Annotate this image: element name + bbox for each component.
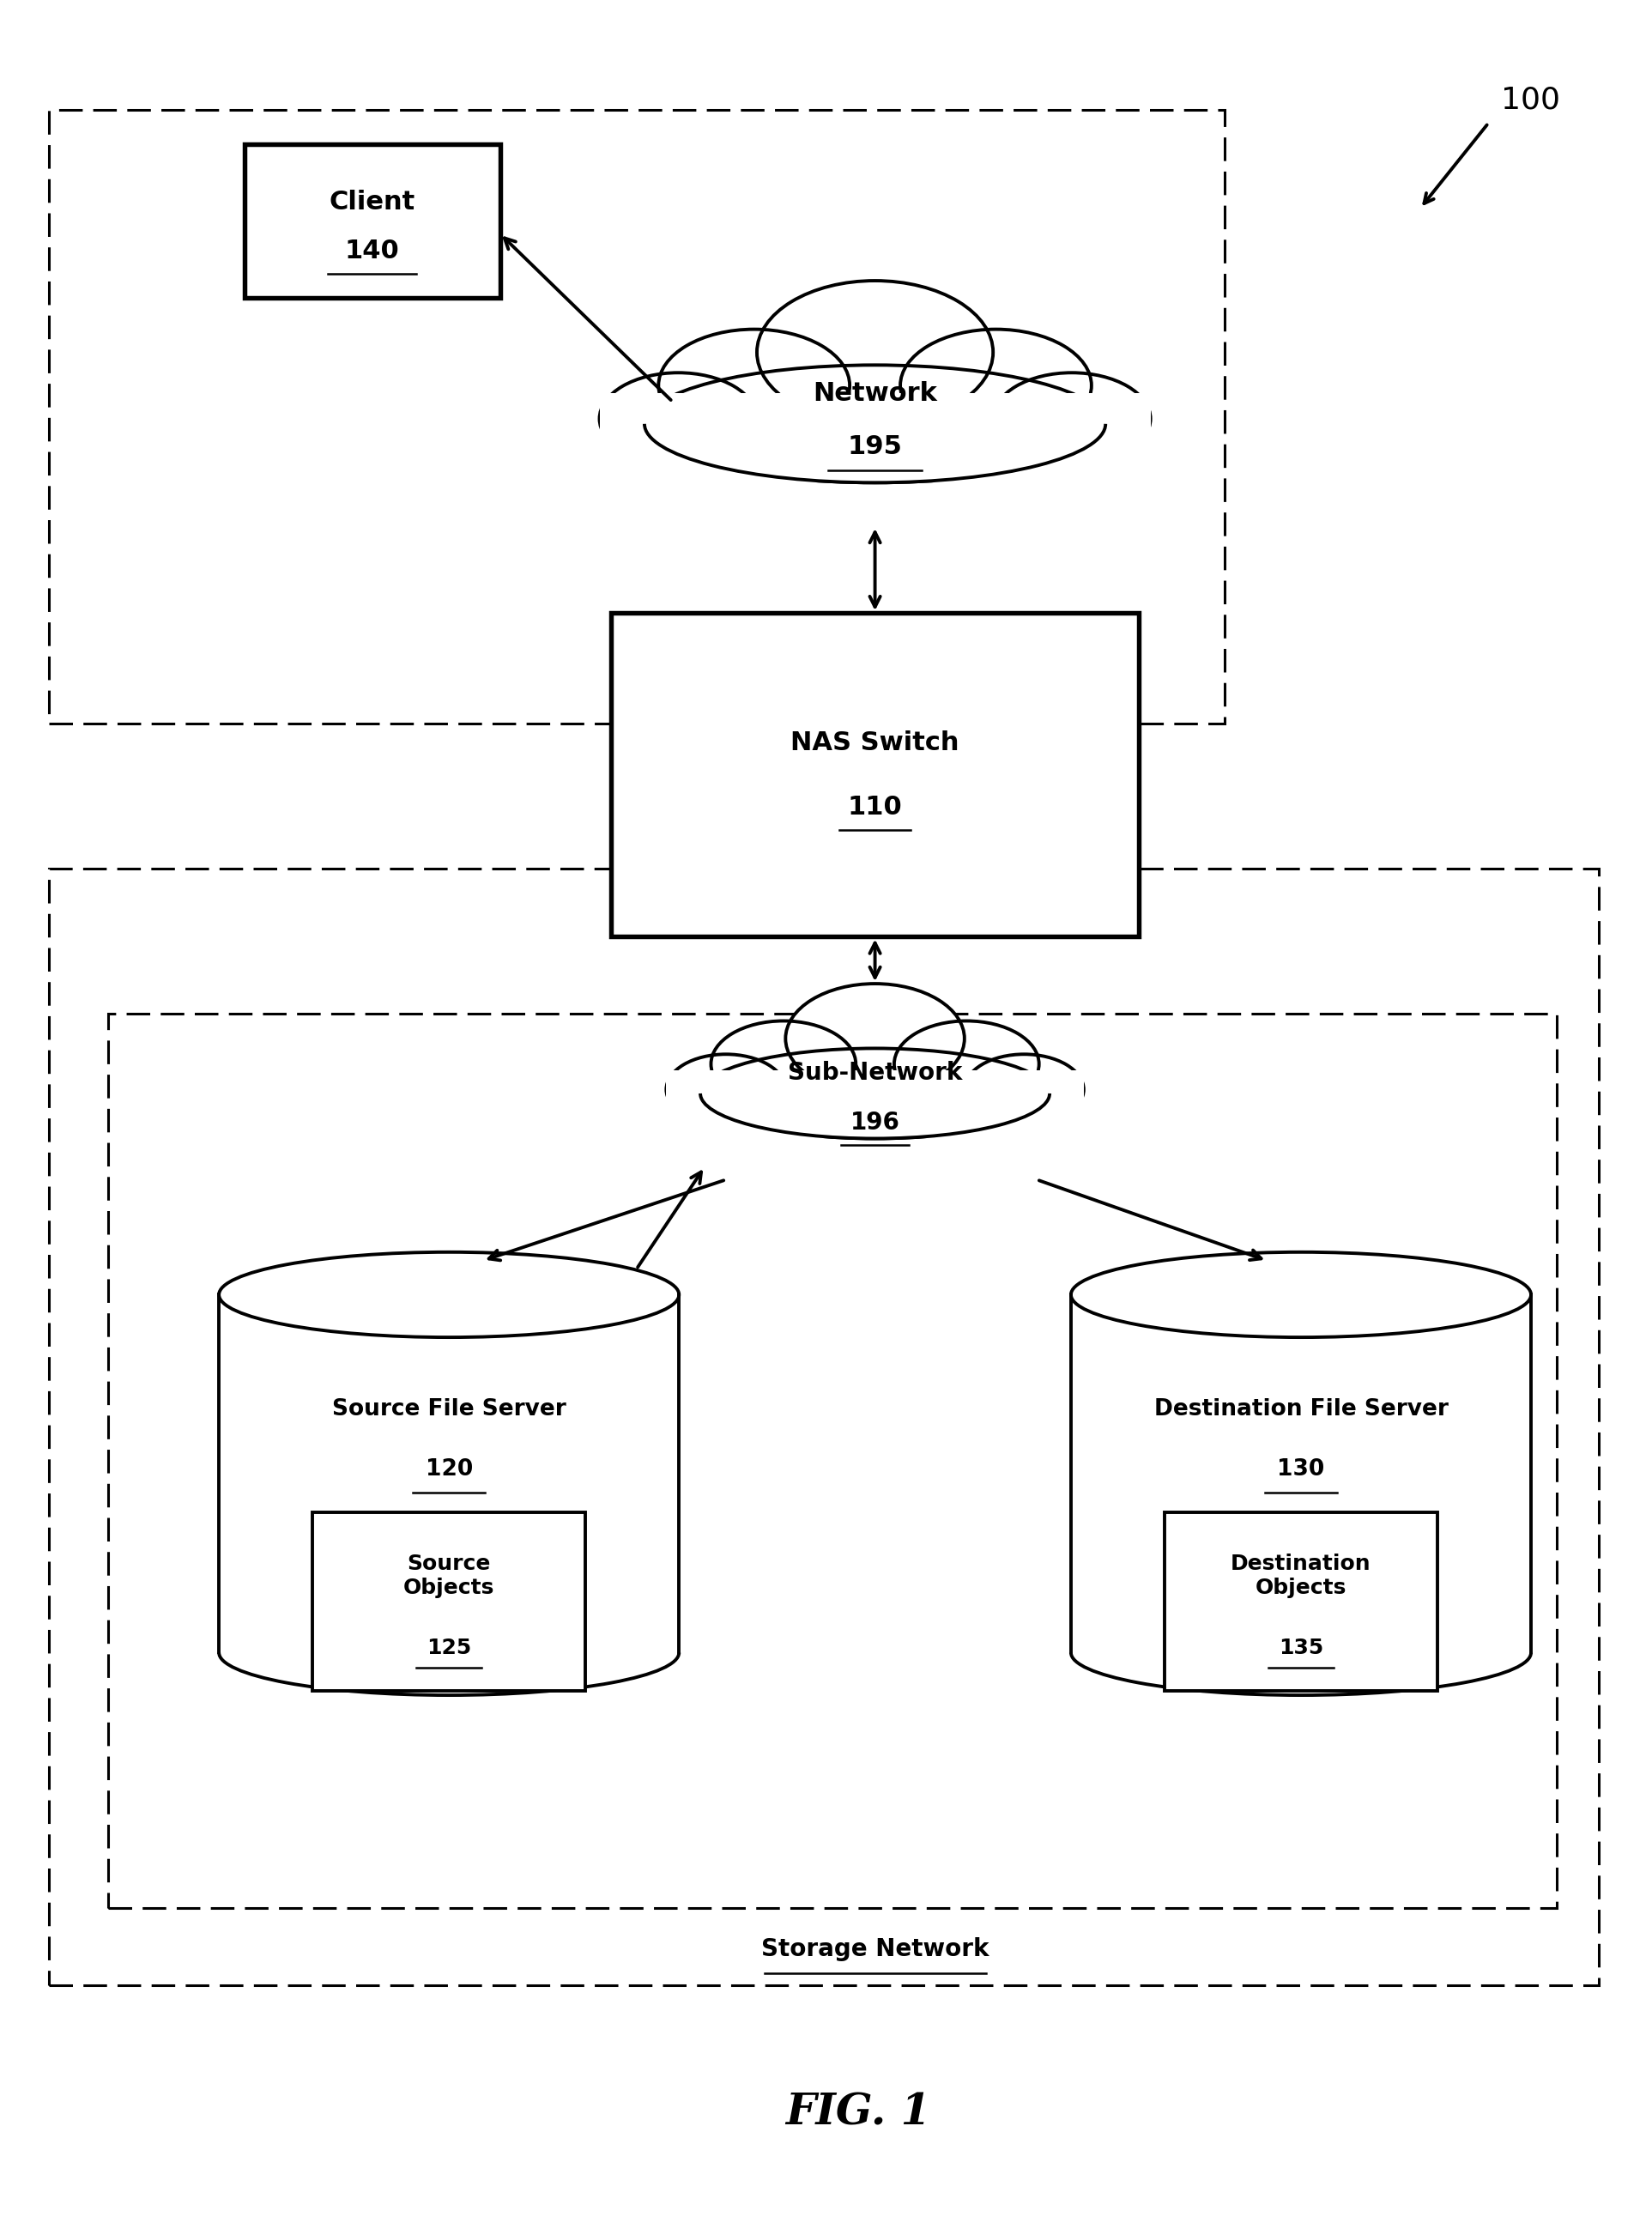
Text: Destination File Server: Destination File Server — [1153, 1398, 1449, 1420]
Text: NAS Switch: NAS Switch — [791, 729, 960, 756]
Text: FIG. 1: FIG. 1 — [785, 2092, 930, 2134]
Ellipse shape — [220, 1252, 679, 1338]
Bar — [611, 614, 1140, 936]
Ellipse shape — [710, 1020, 856, 1107]
Ellipse shape — [1070, 1252, 1531, 1338]
Bar — [666, 1069, 1084, 1138]
Ellipse shape — [659, 329, 849, 442]
Bar — [48, 111, 1224, 725]
Text: 196: 196 — [851, 1112, 900, 1134]
Text: Source File Server: Source File Server — [332, 1398, 567, 1420]
Text: Destination
Objects: Destination Objects — [1231, 1554, 1371, 1598]
Text: 120: 120 — [425, 1458, 472, 1481]
Ellipse shape — [644, 365, 1105, 482]
Text: Network: Network — [813, 380, 937, 405]
Bar — [1165, 1512, 1437, 1692]
Ellipse shape — [600, 373, 757, 465]
Bar — [244, 144, 501, 298]
Text: 195: 195 — [847, 433, 902, 460]
Ellipse shape — [700, 1049, 1049, 1138]
Text: 125: 125 — [426, 1638, 471, 1658]
Bar — [1070, 1294, 1531, 1652]
Text: Source
Objects: Source Objects — [403, 1554, 494, 1598]
Ellipse shape — [993, 373, 1150, 465]
Bar — [312, 1512, 585, 1692]
Text: 100: 100 — [1502, 84, 1561, 116]
Ellipse shape — [786, 985, 965, 1094]
Ellipse shape — [757, 280, 993, 425]
Ellipse shape — [666, 1054, 786, 1125]
Ellipse shape — [965, 1054, 1084, 1125]
Text: 135: 135 — [1279, 1638, 1323, 1658]
Text: Sub-Network: Sub-Network — [788, 1060, 961, 1085]
Text: Storage Network: Storage Network — [762, 1936, 990, 1961]
Text: 110: 110 — [847, 796, 902, 820]
Bar — [48, 869, 1599, 1985]
Bar — [107, 1014, 1556, 1907]
Text: 130: 130 — [1277, 1458, 1325, 1481]
Ellipse shape — [894, 1020, 1039, 1107]
Text: Client: Client — [329, 189, 415, 216]
Bar — [220, 1294, 679, 1652]
Bar — [600, 393, 1150, 482]
Text: 140: 140 — [345, 238, 400, 262]
Ellipse shape — [900, 329, 1092, 442]
